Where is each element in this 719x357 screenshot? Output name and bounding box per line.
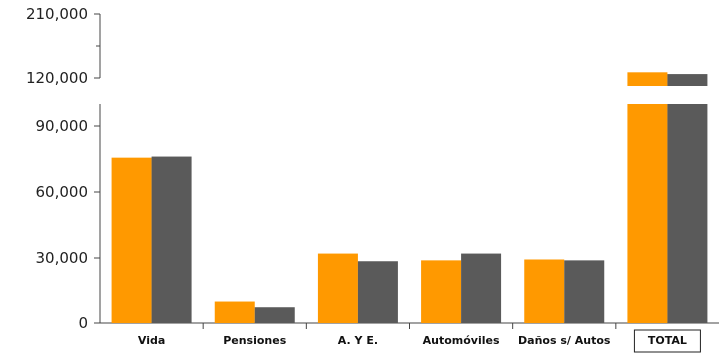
category-label: TOTAL <box>648 334 687 347</box>
bar <box>564 260 605 323</box>
y-tick-label: 120,000 <box>26 69 88 87</box>
bar-upper-segment <box>667 74 708 86</box>
bar-lower-segment <box>627 104 668 323</box>
category-label: Vida <box>138 334 165 347</box>
bar <box>111 157 152 323</box>
bar-upper-segment <box>627 72 668 86</box>
total-label-box <box>633 329 701 353</box>
y-tick-label: 60,000 <box>36 183 89 201</box>
y-tick-label: 30,000 <box>36 249 89 267</box>
bar <box>254 307 295 323</box>
bars-group <box>111 72 708 323</box>
bar <box>421 260 462 323</box>
category-labels: Vida Pensiones A. Y E. Automóviles Daños s/ … <box>138 329 701 353</box>
y-tick-label: 210,000 <box>26 5 88 23</box>
category-label: Automóviles <box>423 334 500 347</box>
category-dividers <box>202 323 617 329</box>
bar <box>151 156 192 323</box>
category-label: Daños s/ Autos <box>518 334 611 347</box>
bar <box>214 301 255 323</box>
bar <box>357 261 398 323</box>
category-label: A. Y E. <box>338 334 378 347</box>
bar-lower-segment <box>667 104 708 323</box>
y-tick-label: 90,000 <box>36 117 89 135</box>
bar <box>317 253 358 323</box>
y-tick-label: 0 <box>78 314 88 332</box>
category-label: Pensiones <box>223 334 287 347</box>
bar <box>524 259 565 323</box>
bar <box>461 253 502 323</box>
